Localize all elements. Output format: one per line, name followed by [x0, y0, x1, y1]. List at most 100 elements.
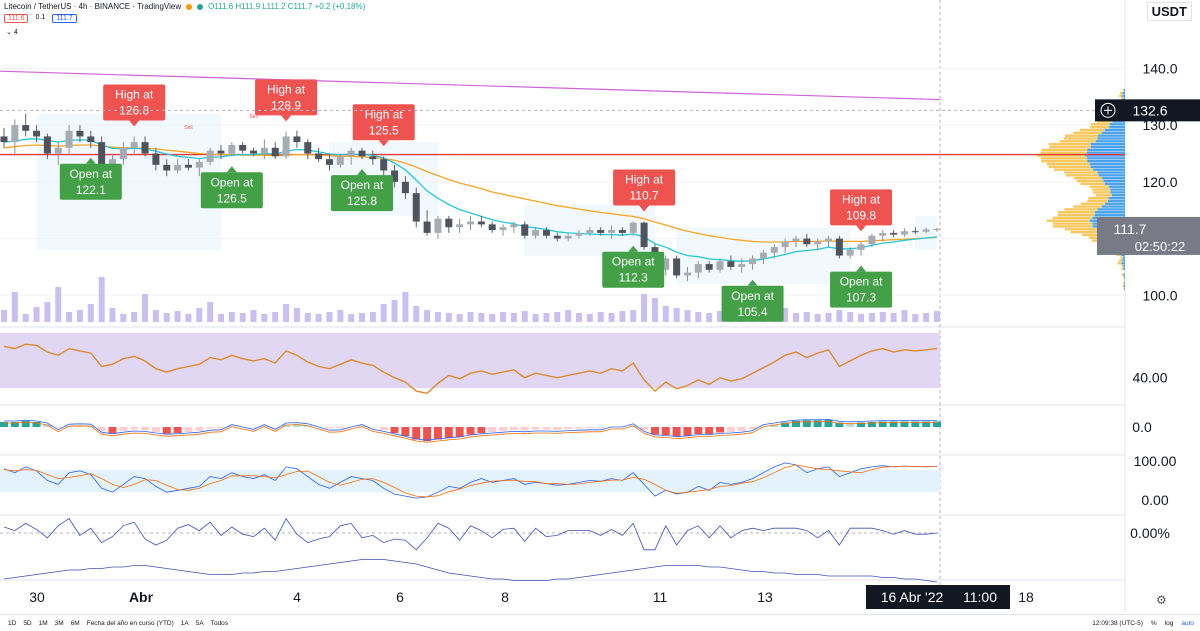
macd-histogram-bar	[369, 427, 377, 428]
macd-axis-label: 0.0	[1132, 419, 1152, 435]
volume-profile-bar	[1117, 262, 1121, 264]
volume-profile-bar	[1111, 191, 1125, 193]
volume-bar	[858, 314, 864, 322]
volume-profile-bar	[1122, 259, 1125, 261]
candle-body	[217, 151, 224, 154]
volume-profile-bar	[1049, 146, 1091, 148]
gear-icon[interactable]: ⚙	[1156, 593, 1167, 607]
time-tick-label: 4	[293, 589, 301, 605]
candle-body	[1, 136, 8, 142]
volume-profile-bar	[1064, 137, 1098, 139]
crosshair-date-label: 16 Abr '22	[881, 589, 944, 605]
indicators-toggle[interactable]: ⌄ 4	[6, 28, 18, 36]
macd-histogram-bar	[683, 427, 691, 436]
macd-histogram-bar	[694, 427, 702, 434]
macd-histogram-bar	[141, 427, 149, 430]
annotation-pointer	[227, 166, 237, 172]
candle	[434, 216, 441, 239]
volume-profile-bar	[1066, 174, 1099, 176]
clock[interactable]: 12:09:38 (UTC-5)	[1092, 620, 1143, 627]
volume-bar	[511, 313, 517, 322]
timeframe-2[interactable]: 1M	[39, 620, 48, 627]
candle-body	[836, 239, 843, 256]
timeframe-buttons: 1D 5D 1M 3M 6M Fecha del año en curso (YTD) 1A…	[8, 620, 228, 627]
candle-body	[597, 230, 604, 233]
currency-label[interactable]: USDT	[1147, 2, 1192, 21]
macd-histogram-bar	[488, 427, 496, 432]
timeframe-3[interactable]: 3M	[55, 620, 64, 627]
candle	[901, 228, 908, 237]
volume-profile-bar	[1091, 166, 1125, 168]
volume-bar	[826, 313, 832, 322]
volume-bar	[630, 310, 636, 322]
auto-toggle[interactable]: auto	[1181, 620, 1194, 627]
candle-body	[803, 239, 810, 245]
volume-bar	[131, 312, 137, 322]
candle-body	[76, 131, 83, 137]
annotation-value: 109.8	[846, 208, 876, 222]
candle	[1, 128, 8, 148]
macd-histogram-bar	[553, 427, 561, 430]
volume-profile-bar	[1109, 197, 1125, 199]
candle-body	[185, 165, 192, 168]
volume-bar	[533, 314, 539, 322]
annotation-value: 105.4	[738, 305, 768, 319]
timeframe-4[interactable]: 6M	[71, 620, 80, 627]
symbol-title[interactable]: Litecoin / TetherUS · 4h · BINANCE · Tra…	[4, 2, 181, 11]
volume-bar	[1, 310, 7, 322]
volume-profile-bar	[1040, 151, 1087, 153]
candle-body	[359, 151, 366, 157]
candle-body	[554, 236, 561, 239]
timeframe-6[interactable]: 1A	[181, 620, 189, 627]
volume-profile-bar	[1087, 149, 1125, 151]
volume-profile-bar	[1124, 288, 1125, 290]
candle-body	[738, 264, 745, 267]
candle	[272, 142, 279, 159]
log-toggle[interactable]: log	[1165, 620, 1174, 627]
volume-profile-bar	[1097, 137, 1125, 139]
macd-histogram-bar	[108, 427, 116, 433]
candle-body	[250, 151, 257, 154]
volume-profile-bar	[1087, 157, 1125, 159]
candle-body	[239, 145, 246, 151]
volume-bar	[695, 312, 701, 322]
volume-profile-bar	[1049, 143, 1091, 145]
candle	[673, 256, 680, 279]
timeframe-8[interactable]: Todos	[211, 620, 228, 627]
volume-profile-bar	[1122, 262, 1125, 264]
candle	[445, 216, 452, 233]
macd-histogram-bar	[391, 427, 399, 433]
timeframe-1[interactable]: 5D	[23, 620, 31, 627]
candle-body	[608, 230, 615, 233]
volume-bar	[294, 308, 300, 322]
ask-price[interactable]: 111.7	[52, 14, 76, 23]
timeframe-5[interactable]: Fecha del año en curso (YTD)	[87, 620, 174, 627]
annotation-label: Open at	[612, 255, 655, 269]
macd-histogram-bar	[423, 427, 431, 441]
volume-profile-bar	[1105, 203, 1125, 205]
macd-histogram-bar	[521, 427, 529, 431]
live-status-icon	[197, 4, 203, 10]
timeframe-7[interactable]: 5A	[196, 620, 204, 627]
stoch-axis-label-top: 100.00	[1134, 453, 1177, 469]
volume-bar	[77, 310, 83, 322]
volume-bar	[196, 308, 202, 322]
percent-toggle[interactable]: %	[1151, 620, 1157, 627]
ohlc-values: O111.6 H111.9 L111.2 C111.7 +0.2 (+0.18%…	[208, 2, 365, 11]
candle-body	[684, 273, 691, 276]
macd-histogram-bar	[174, 427, 182, 433]
volume-bar	[652, 298, 658, 322]
volume-bar	[836, 310, 842, 322]
volume-profile-bar	[1122, 273, 1124, 275]
candle-body	[283, 136, 290, 156]
timeframe-0[interactable]: 1D	[8, 620, 16, 627]
price-tick-label: 120.0	[1142, 174, 1177, 190]
candle-body	[369, 156, 376, 159]
candle-body	[901, 231, 908, 234]
volume-profile-bar	[1109, 186, 1125, 188]
candle-body	[87, 136, 94, 142]
macd-histogram-bar	[727, 427, 735, 432]
bid-price[interactable]: 111.6	[4, 14, 28, 23]
volume-profile-bar	[1108, 200, 1125, 202]
